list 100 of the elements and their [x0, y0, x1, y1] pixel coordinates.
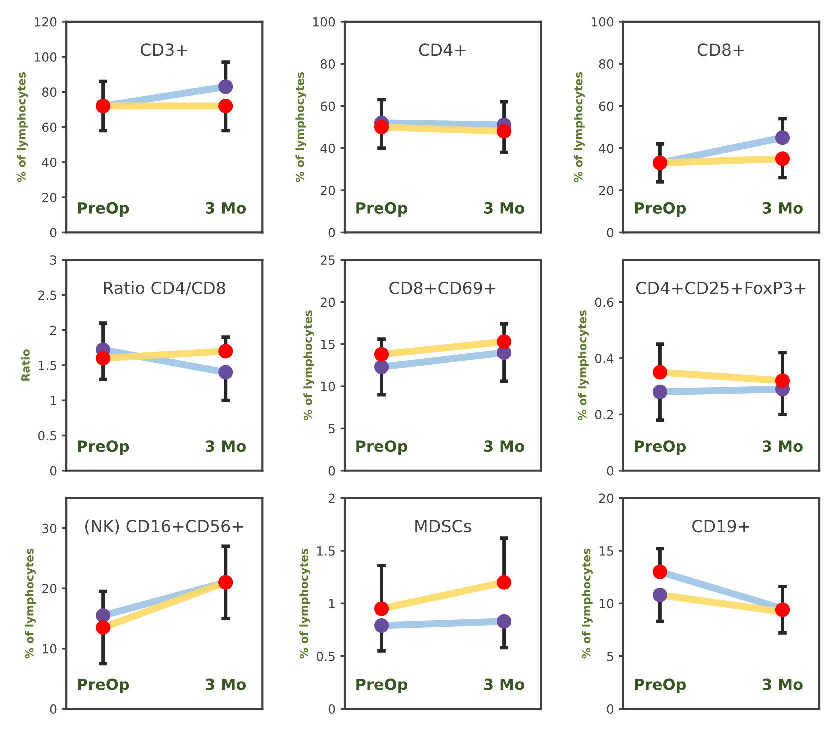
point [96, 608, 111, 624]
x-tick-label: PreOp [356, 678, 408, 694]
x-tick-label: 3 Mo [484, 678, 524, 690]
y-tick-label: 0 [607, 466, 614, 476]
y-tick-label: 80 [320, 60, 336, 70]
y-tick-label: 2 [50, 326, 56, 336]
y-tick-label: 2.5 [38, 290, 56, 300]
x-tick-label: PreOp [356, 202, 408, 217]
point [652, 564, 668, 580]
y-tick-label: 80 [599, 60, 614, 70]
y-tick-label: 100 [592, 17, 614, 27]
y-tick-label: 2 [328, 494, 335, 504]
x-tick-label: 3 Mo [484, 440, 524, 452]
x-tick-label: PreOp [78, 202, 130, 217]
y-tick-label: 5 [328, 424, 335, 434]
y-tick-label: 20 [599, 494, 614, 504]
text: (NK) CD16+CD56+ [86, 520, 244, 535]
x-tick-label: 3 Mo [206, 202, 246, 214]
y-tick-label: 3 [50, 256, 57, 266]
point [497, 614, 512, 629]
point [218, 344, 234, 359]
x-tick-label: 3 Mo [762, 440, 803, 452]
y-tick-label: 0 [328, 704, 336, 714]
point [497, 124, 512, 139]
y-tick-label: 0 [328, 228, 336, 238]
text: Ratio CD4/CD8 [104, 282, 226, 296]
y-axis-title: % of lymphocytes [25, 548, 36, 659]
point [775, 130, 790, 146]
point [374, 120, 390, 135]
y-tick-label: 15 [321, 340, 335, 350]
y-tick-label: 15 [600, 546, 614, 556]
y-axis-title: % of lymphocytes [296, 72, 307, 182]
y-tick-label: 120 [35, 17, 57, 27]
y-tick-label: 20 [42, 193, 57, 203]
y-tick-label: 80 [42, 88, 57, 98]
x-tick-label: 3 Mo [206, 440, 246, 452]
y-tick-label: 5 [607, 652, 614, 662]
point [374, 618, 390, 634]
y-axis-title: % of lymphocytes [574, 72, 585, 182]
x-tick-label: 3 Mo [762, 678, 803, 690]
y-axis-title: % of lymphocytes [300, 548, 311, 659]
y-tick-label: 20 [599, 186, 614, 196]
y-tick-label: 100 [35, 52, 57, 62]
y-tick-label: 1 [50, 396, 56, 406]
y-tick-label: 0 [607, 228, 614, 238]
point [652, 588, 668, 603]
y-tick-label: 40 [599, 144, 614, 154]
y-axis-title: Ratio [21, 350, 30, 381]
text: CD4+CD25+FoxP3+ [636, 282, 806, 294]
x-tick-label: PreOp [78, 678, 130, 694]
text: MDSCs [416, 520, 472, 533]
point [374, 602, 390, 616]
y-tick-label: 25 [320, 256, 335, 266]
point [775, 152, 790, 166]
point [96, 351, 111, 366]
y-tick-label: 20 [320, 298, 336, 308]
point [374, 360, 390, 374]
text: CD19+ [692, 520, 750, 533]
x-tick-label: PreOp [635, 202, 686, 217]
x-tick-label: PreOp [356, 440, 408, 456]
y-tick-label: 30 [42, 524, 57, 534]
point [652, 384, 668, 400]
y-tick-label: 60 [42, 122, 57, 132]
text: CD4+ [419, 44, 466, 56]
y-tick-label: 40 [42, 158, 57, 168]
x-tick-label: PreOp [635, 678, 686, 694]
point [374, 347, 390, 362]
y-tick-label: 100 [313, 17, 336, 27]
y-tick-label: 40 [320, 144, 336, 154]
y-tick-label: 0.5 [316, 652, 335, 662]
y-tick-label: 10 [43, 644, 57, 654]
x-tick-label: PreOp [635, 440, 686, 456]
y-tick-label: 10 [321, 382, 336, 392]
text: CD3+ [141, 44, 188, 56]
point [652, 365, 668, 380]
text: CD8+ [698, 44, 744, 56]
y-axis-title: % of lymphocytes [578, 310, 589, 421]
y-tick-label: 0 [50, 704, 57, 714]
y-axis-title: % of lymphocytes [17, 72, 28, 182]
y-tick-label: 0 [50, 228, 57, 238]
y-tick-label: 60 [320, 102, 336, 112]
y-axis-title: % of lymphocytes [304, 310, 315, 421]
y-tick-label: 0 [607, 704, 614, 714]
point [218, 365, 234, 380]
y-tick-label: 0 [50, 466, 57, 476]
x-tick-label: 3 Mo [206, 678, 246, 690]
y-tick-label: 0.4 [595, 354, 614, 364]
y-tick-label: 10 [600, 599, 614, 609]
y-tick-label: 1 [329, 599, 335, 608]
x-tick-label: 3 Mo [762, 202, 803, 214]
point [96, 620, 111, 636]
point [775, 374, 790, 388]
y-tick-label: 0.6 [595, 298, 614, 308]
y-tick-label: 60 [599, 102, 614, 112]
y-axis-title: % of lymphocytes [582, 548, 593, 659]
point [497, 334, 512, 350]
point [497, 575, 512, 590]
y-tick-label: 0.2 [595, 410, 614, 420]
y-tick-label: 1.5 [317, 546, 335, 556]
y-tick-label: 20 [42, 584, 57, 594]
